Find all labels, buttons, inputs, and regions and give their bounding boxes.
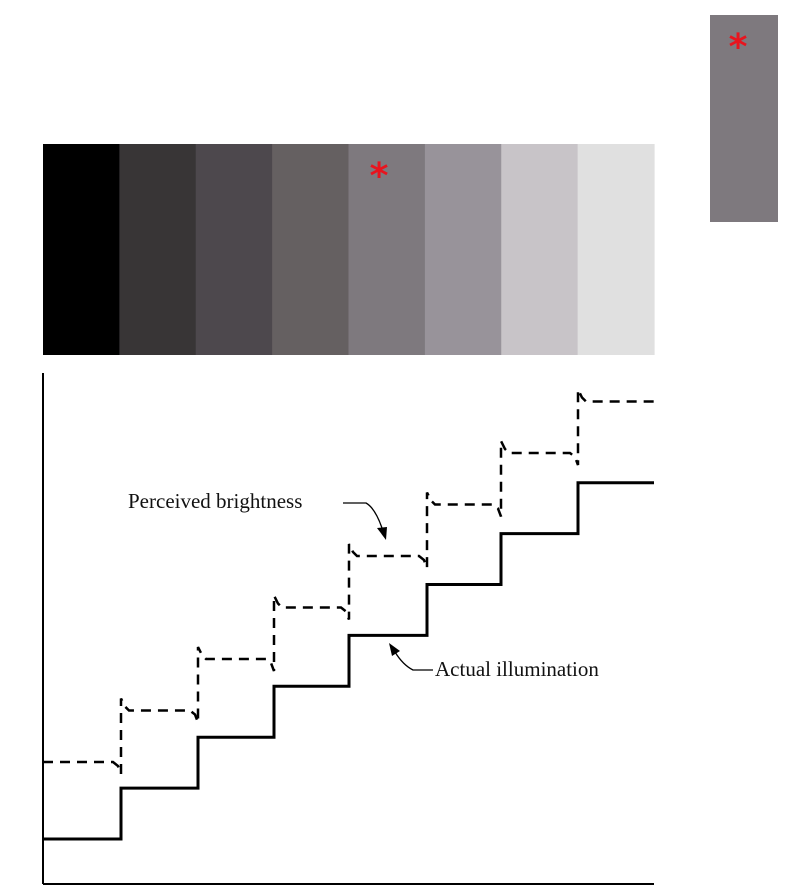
gray-band-8: [577, 144, 655, 355]
perceived-leader-arrowhead: [377, 527, 387, 540]
perceived-brightness-label: Perceived brightness: [128, 489, 302, 513]
actual-illumination-line: [43, 481, 654, 841]
band-marker-5: *: [370, 156, 389, 197]
actual-illumination-label: Actual illumination: [435, 657, 599, 681]
gray-band-4: [272, 144, 350, 355]
perceived-brightness-line: [43, 388, 654, 775]
gray-band-1: [43, 144, 120, 355]
reference-gray-patch: [710, 15, 778, 222]
reference-patch-marker: *: [729, 27, 748, 68]
actual-leader-line: [394, 651, 433, 671]
gray-step-strip: [43, 144, 655, 355]
gray-band-7: [501, 144, 579, 355]
band-markers: *: [370, 156, 389, 197]
gray-band-3: [195, 144, 273, 355]
plot-axes: [42, 373, 654, 885]
actual-leader-arrowhead: [389, 643, 400, 656]
gray-band-6: [424, 144, 502, 355]
gray-band-5: [348, 144, 426, 355]
perceived-leader-line: [343, 502, 383, 529]
gray-band-2: [119, 144, 197, 355]
